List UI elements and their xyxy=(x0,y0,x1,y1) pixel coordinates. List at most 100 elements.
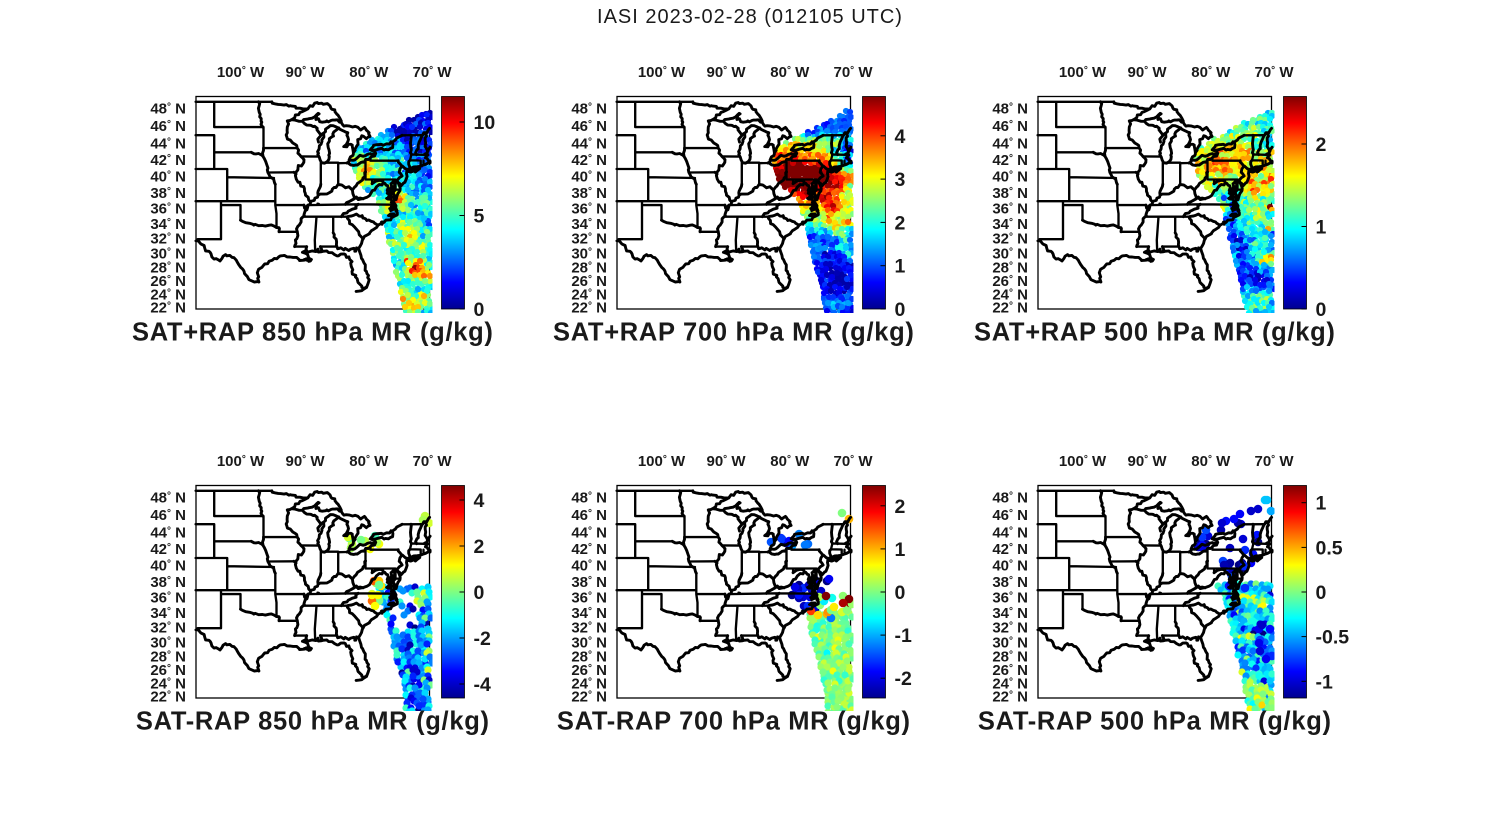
svg-text:34° N: 34° N xyxy=(571,216,607,233)
svg-text:38° N: 38° N xyxy=(571,185,607,202)
svg-text:80° W: 80° W xyxy=(770,64,810,81)
svg-text:0: 0 xyxy=(474,582,485,604)
svg-text:44° N: 44° N xyxy=(571,524,607,541)
svg-text:36° N: 36° N xyxy=(150,201,186,218)
svg-text:40° N: 40° N xyxy=(150,558,186,575)
svg-text:26° N: 26° N xyxy=(571,273,607,290)
svg-text:34° N: 34° N xyxy=(150,216,186,233)
svg-text:-2: -2 xyxy=(474,628,491,650)
svg-text:46° N: 46° N xyxy=(992,118,1028,135)
svg-text:26° N: 26° N xyxy=(992,273,1028,290)
svg-text:70° W: 70° W xyxy=(1254,64,1294,81)
svg-text:30° N: 30° N xyxy=(150,634,186,651)
svg-text:48° N: 48° N xyxy=(992,100,1028,117)
svg-text:90° W: 90° W xyxy=(706,453,746,470)
svg-text:38° N: 38° N xyxy=(150,185,186,202)
svg-text:28° N: 28° N xyxy=(150,259,186,276)
svg-text:4: 4 xyxy=(895,126,906,148)
svg-text:90° W: 90° W xyxy=(706,64,746,81)
svg-text:70° W: 70° W xyxy=(1254,453,1294,470)
svg-text:0: 0 xyxy=(895,582,906,604)
svg-text:80° W: 80° W xyxy=(1191,64,1231,81)
svg-text:2: 2 xyxy=(895,212,906,234)
svg-text:42° N: 42° N xyxy=(150,152,186,169)
svg-text:40° N: 40° N xyxy=(992,558,1028,575)
svg-text:80° W: 80° W xyxy=(349,64,389,81)
svg-text:28° N: 28° N xyxy=(992,259,1028,276)
svg-text:46° N: 46° N xyxy=(571,118,607,135)
svg-text:70° W: 70° W xyxy=(412,64,452,81)
svg-text:100° W: 100° W xyxy=(217,453,265,470)
svg-text:80° W: 80° W xyxy=(770,453,810,470)
svg-text:90° W: 90° W xyxy=(285,453,325,470)
svg-text:40° N: 40° N xyxy=(150,169,186,186)
svg-text:3: 3 xyxy=(895,169,906,191)
svg-text:28° N: 28° N xyxy=(150,648,186,665)
svg-text:5: 5 xyxy=(474,206,485,228)
svg-text:80° W: 80° W xyxy=(349,453,389,470)
svg-text:36° N: 36° N xyxy=(571,590,607,607)
svg-text:34° N: 34° N xyxy=(992,216,1028,233)
svg-text:46° N: 46° N xyxy=(992,507,1028,524)
svg-text:44° N: 44° N xyxy=(992,524,1028,541)
svg-text:22° N: 22° N xyxy=(571,689,607,706)
svg-text:SAT-RAP 500 hPa MR (g/kg): SAT-RAP 500 hPa MR (g/kg) xyxy=(978,708,1332,736)
svg-text:0.5: 0.5 xyxy=(1316,537,1343,559)
svg-text:SAT-RAP 700 hPa MR (g/kg): SAT-RAP 700 hPa MR (g/kg) xyxy=(557,708,911,736)
svg-text:100° W: 100° W xyxy=(217,64,265,81)
svg-text:32° N: 32° N xyxy=(150,231,186,248)
svg-text:-2: -2 xyxy=(895,668,912,690)
svg-text:32° N: 32° N xyxy=(992,620,1028,637)
svg-text:32° N: 32° N xyxy=(571,620,607,637)
svg-text:42° N: 42° N xyxy=(992,152,1028,169)
svg-text:70° W: 70° W xyxy=(833,453,873,470)
svg-text:34° N: 34° N xyxy=(150,605,186,622)
svg-text:22° N: 22° N xyxy=(150,300,186,317)
svg-text:30° N: 30° N xyxy=(150,245,186,262)
svg-text:32° N: 32° N xyxy=(992,231,1028,248)
svg-text:22° N: 22° N xyxy=(150,689,186,706)
svg-text:26° N: 26° N xyxy=(992,662,1028,679)
svg-text:38° N: 38° N xyxy=(992,574,1028,591)
svg-text:1: 1 xyxy=(895,539,906,561)
svg-text:40° N: 40° N xyxy=(571,558,607,575)
svg-text:90° W: 90° W xyxy=(285,64,325,81)
svg-text:80° W: 80° W xyxy=(1191,453,1231,470)
svg-text:SAT+RAP 850 hPa MR (g/kg): SAT+RAP 850 hPa MR (g/kg) xyxy=(132,319,494,347)
svg-text:36° N: 36° N xyxy=(571,201,607,218)
svg-text:36° N: 36° N xyxy=(150,590,186,607)
svg-text:38° N: 38° N xyxy=(992,185,1028,202)
svg-text:IASI 2023-02-28 (012105 UTC): IASI 2023-02-28 (012105 UTC) xyxy=(597,6,903,28)
svg-text:42° N: 42° N xyxy=(571,541,607,558)
svg-text:SAT+RAP 500 hPa MR (g/kg): SAT+RAP 500 hPa MR (g/kg) xyxy=(974,319,1336,347)
svg-text:26° N: 26° N xyxy=(150,273,186,290)
svg-text:SAT+RAP 700 hPa MR (g/kg): SAT+RAP 700 hPa MR (g/kg) xyxy=(553,319,915,347)
svg-text:2: 2 xyxy=(895,496,906,518)
svg-text:-1: -1 xyxy=(895,625,912,647)
svg-text:28° N: 28° N xyxy=(571,648,607,665)
svg-text:42° N: 42° N xyxy=(571,152,607,169)
svg-text:44° N: 44° N xyxy=(150,135,186,152)
svg-text:42° N: 42° N xyxy=(150,541,186,558)
svg-text:2: 2 xyxy=(474,536,485,558)
svg-text:0: 0 xyxy=(1316,582,1327,604)
svg-text:1: 1 xyxy=(1316,217,1327,239)
svg-text:34° N: 34° N xyxy=(992,605,1028,622)
svg-text:24° N: 24° N xyxy=(992,287,1028,304)
svg-text:24° N: 24° N xyxy=(571,676,607,693)
svg-text:30° N: 30° N xyxy=(992,245,1028,262)
svg-text:38° N: 38° N xyxy=(571,574,607,591)
svg-text:100° W: 100° W xyxy=(638,453,686,470)
svg-text:30° N: 30° N xyxy=(571,634,607,651)
svg-text:30° N: 30° N xyxy=(992,634,1028,651)
svg-text:30° N: 30° N xyxy=(571,245,607,262)
svg-text:44° N: 44° N xyxy=(150,524,186,541)
svg-text:1: 1 xyxy=(895,256,906,278)
svg-text:24° N: 24° N xyxy=(992,676,1028,693)
svg-text:0: 0 xyxy=(895,299,906,321)
svg-text:SAT-RAP 850 hPa MR (g/kg): SAT-RAP 850 hPa MR (g/kg) xyxy=(136,708,490,736)
svg-text:-1: -1 xyxy=(1316,671,1333,693)
svg-text:48° N: 48° N xyxy=(571,489,607,506)
svg-text:22° N: 22° N xyxy=(992,300,1028,317)
svg-text:24° N: 24° N xyxy=(150,676,186,693)
